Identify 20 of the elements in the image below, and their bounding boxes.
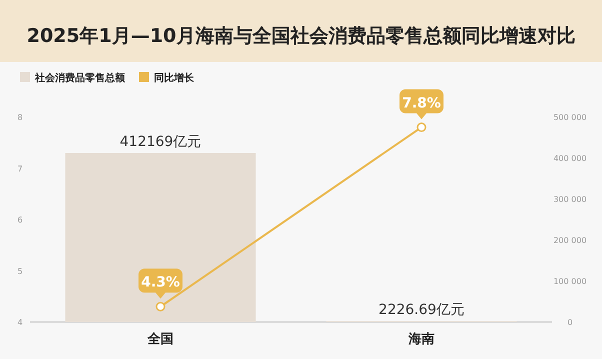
data-label: 412169亿元 [120,134,202,150]
y2-tick-label: 400 000 [553,154,587,163]
y2-tick-label: 200 000 [553,236,587,245]
data-label: 2226.69亿元 [378,302,464,318]
legend-label: 同比增长 [154,72,195,84]
y-tick-label: 8 [17,113,23,122]
y2-tick-label: 0 [567,318,573,327]
y-tick-label: 7 [17,164,23,174]
y-tick-label: 6 [17,216,23,224]
y2-tick-label: 300 000 [553,195,587,204]
chart-title: 2025年1月—10月海南与全国社会消费品零售总额同比增速对比 [26,25,576,47]
legend-label: 社会消费品零售总额 [34,72,126,84]
y2-tick-label: 500 000 [553,113,587,122]
y-tick-label: 5 [17,266,23,276]
y-tick-label: 4 [17,318,23,327]
data-label: 7.8% [402,95,441,112]
data-label: 4.3% [141,274,180,291]
x-tick-label: 全国 [146,332,174,347]
x-tick-label: 海南 [408,332,434,347]
y2-tick-label: 100 000 [553,277,587,286]
